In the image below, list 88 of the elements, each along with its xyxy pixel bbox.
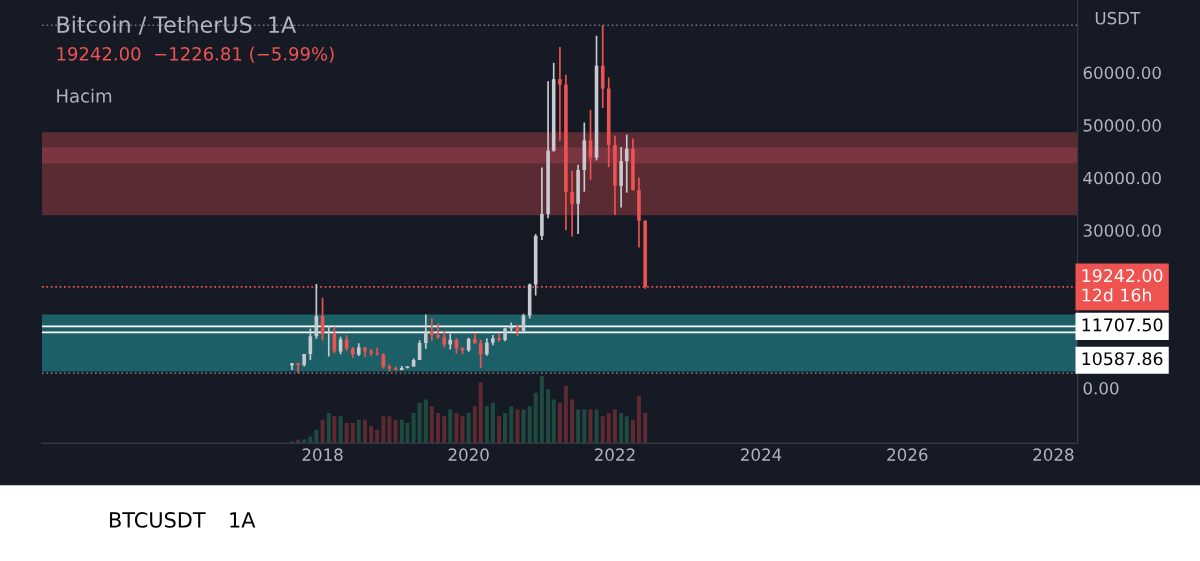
candlestick [424,313,428,350]
bar [636,396,641,444]
candlestick [497,332,501,343]
y-tick-label: 30000.00 [1083,224,1161,237]
candlestick [624,133,629,194]
bar [417,402,422,444]
ref-line-label: 19242.00 12d 16h [1082,269,1163,302]
bar [302,439,307,444]
candlestick [558,46,562,142]
x-tick-label: 2020 [448,448,489,461]
bar [576,409,581,444]
bar [314,429,319,444]
bar [533,392,538,444]
bar [612,409,617,444]
bar [515,409,520,444]
y-tick-label: 0.00 [1083,381,1119,395]
bar [326,412,331,444]
text: Bitcoin / TetherUS 1A [57,15,297,35]
text: BTCUSDT [110,512,206,528]
bar [527,406,532,444]
bar [503,412,508,444]
annotation: Hacim [57,88,112,103]
candlestick [430,317,434,342]
bar [369,426,374,444]
bar [344,422,349,444]
bar [606,412,611,444]
candlestick [296,361,300,375]
bar [466,412,471,444]
bar [460,416,465,444]
bar [387,416,392,444]
bar [600,416,605,444]
bar [296,439,301,444]
text: 19242.00 −1226.81 (−5.99%) [57,46,334,63]
bar [393,419,398,444]
bar [582,409,587,444]
bar [478,382,483,444]
bar [472,406,477,444]
bar [588,409,593,444]
bar [539,375,544,444]
bar [484,406,489,444]
candlestick [600,24,605,109]
bar [289,441,294,444]
bar [521,409,526,444]
x-tick-label: 2018 [302,448,343,461]
x-tick-label: 2026 [887,448,928,461]
text: 1A [230,512,256,528]
x-tick-label: 2022 [594,448,635,461]
bar [375,429,380,444]
y-tick-label: 40000.00 [1083,171,1161,185]
candlestick [540,166,544,241]
bar [448,409,453,444]
bar [411,412,416,444]
bar [619,412,624,444]
bar [356,419,361,444]
bar [563,385,568,444]
ref-line-label: 11707.50 [1082,318,1163,332]
bar [436,412,441,444]
bar [490,402,495,444]
bar [362,419,367,444]
ref-line-label: 10587.86 [1082,352,1163,366]
bar [454,412,459,444]
y-tick-label: 50000.00 [1083,119,1161,132]
y-axis-title: USDT [1095,11,1141,25]
bar [442,416,447,444]
bar [551,399,556,444]
x-tick-label: 2028 [1033,448,1074,461]
bar [624,416,629,444]
bar [381,416,386,444]
bar [338,416,343,444]
bar [570,399,575,444]
bar [308,436,313,444]
x-tick-label: 2024 [741,448,782,461]
bar [546,389,551,444]
candlestick [448,332,453,351]
bar [594,409,599,444]
candlestick [369,348,373,357]
candlestick [570,169,574,238]
bar [350,422,355,444]
bar [332,416,337,444]
bar [557,402,562,444]
bar [630,419,635,444]
y-tick-label: 60000.00 [1083,66,1161,80]
bar [509,406,514,444]
bar [429,406,434,444]
bar [643,412,648,444]
bar [497,416,502,444]
bar [320,419,325,444]
bar [423,399,428,444]
